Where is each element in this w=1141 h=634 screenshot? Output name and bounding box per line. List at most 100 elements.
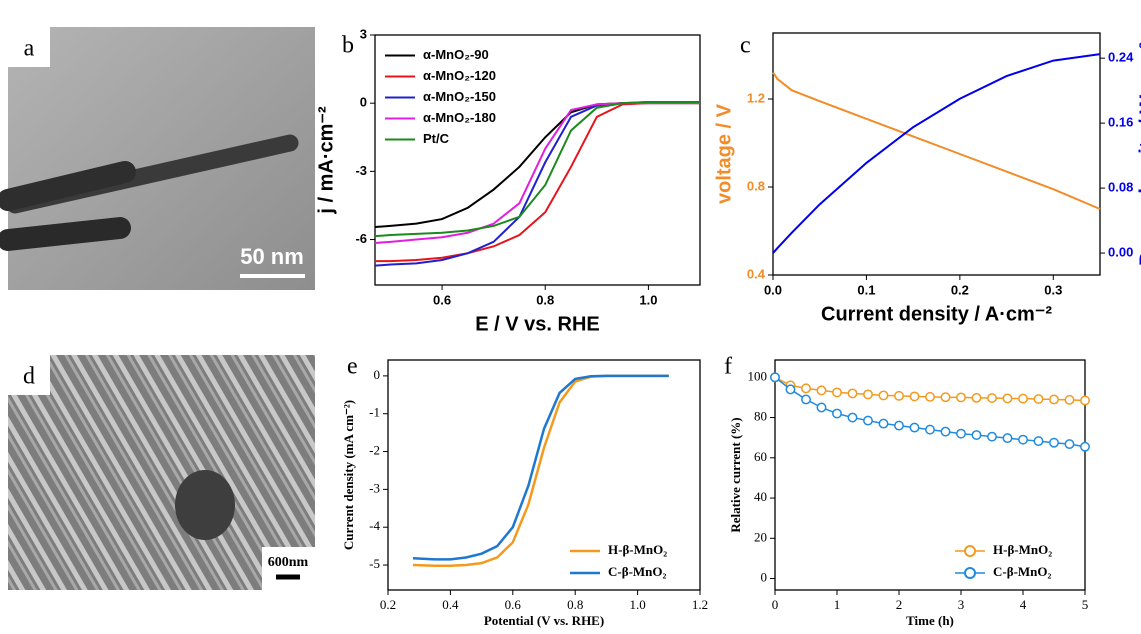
y-tick-label: 100 xyxy=(748,368,768,383)
panel-label: a xyxy=(24,36,35,62)
chart: f 0 1 2 3 4 5 0 20 40 60 80 100 Time (h) Relative curr… xyxy=(724,354,1090,628)
y-tick-label: 40 xyxy=(754,489,767,504)
legend-label: H-β-MnO₂ xyxy=(608,542,667,557)
data-point xyxy=(1049,437,1059,448)
scale-bar-label: 600nm xyxy=(268,555,309,570)
data-point xyxy=(1002,433,1013,444)
data-point xyxy=(1018,393,1028,404)
data-point xyxy=(1080,441,1090,452)
panel-label: e xyxy=(347,354,358,380)
legend-marker xyxy=(964,545,976,557)
data-point xyxy=(832,387,842,398)
x-tick-label: 0.6 xyxy=(433,292,451,307)
x-tick-label: 0.3 xyxy=(1044,282,1062,297)
series-line xyxy=(772,72,1101,210)
data-point xyxy=(1064,394,1075,405)
data-point xyxy=(816,402,827,413)
y-tick-label: -3 xyxy=(355,163,367,178)
x-tick-label: 0.2 xyxy=(380,597,396,612)
series-line xyxy=(374,101,700,267)
y2-tick-label: 0.00 xyxy=(1108,245,1133,260)
x-tick-label: 1.0 xyxy=(639,292,657,307)
y-tick-label: -1 xyxy=(369,405,380,420)
y2-tick-label: 0.08 xyxy=(1108,180,1133,195)
series-line xyxy=(412,374,669,568)
data-point xyxy=(847,388,858,399)
panel-label: f xyxy=(724,354,732,380)
legend-label: α-MnO₂-150 xyxy=(423,89,496,104)
x-tick-label: 0.6 xyxy=(505,597,522,612)
x-axis-label: Current density / A·cm⁻² xyxy=(821,303,1052,325)
x-axis-label: Time (h) xyxy=(906,613,954,628)
data-point xyxy=(940,426,951,437)
data-point xyxy=(956,392,966,403)
x-tick-label: 4 xyxy=(1020,597,1027,612)
panel-label: d xyxy=(23,364,35,390)
data-point xyxy=(987,431,997,442)
data-point xyxy=(1080,395,1090,406)
x-tick-label: 0.0 xyxy=(764,282,782,297)
legend-label: Pt/C xyxy=(423,131,450,146)
data-point xyxy=(909,422,920,433)
y-tick-label: -5 xyxy=(369,556,380,571)
data-point xyxy=(801,383,811,394)
data-point xyxy=(1002,393,1013,404)
y2-tick-label: 0.24 xyxy=(1108,50,1134,65)
panel-label: c xyxy=(740,33,751,59)
data-point xyxy=(971,430,982,441)
y-axis-label: voltage / V xyxy=(713,103,735,204)
data-point xyxy=(863,415,873,426)
data-point xyxy=(832,408,842,419)
chart: e 0.2 0.4 0.6 0.8 1.0 1.2 -5 -4 -3 -2 -1 0 Potential … xyxy=(341,354,708,628)
data-point xyxy=(987,393,997,403)
series-line xyxy=(375,102,700,263)
y-tick-label: 1.2 xyxy=(747,90,765,105)
plot-frame xyxy=(387,359,701,591)
legend-label: H-β-MnO₂ xyxy=(993,542,1052,557)
data-point xyxy=(1049,394,1059,405)
data-point xyxy=(1064,439,1075,450)
data-point xyxy=(863,389,873,400)
data-point xyxy=(801,394,811,405)
scale-bar-label: 50 nm xyxy=(240,244,304,269)
y-tick-label: 3 xyxy=(360,26,367,41)
legend-label: α-MnO₂-120 xyxy=(423,68,496,83)
plot-frame xyxy=(374,34,701,286)
series-line xyxy=(412,374,669,561)
chart: b 0.6 0.8 1.0 -6 -3 0 3 E / V vs. RHE j / mA·cm⁻²… xyxy=(315,26,701,335)
data-point xyxy=(878,418,889,429)
x-tick-label: 0.1 xyxy=(857,282,875,297)
x-axis-label: Potential (V vs. RHE) xyxy=(484,613,604,628)
data-point xyxy=(847,412,858,423)
panel-label: b xyxy=(342,33,354,59)
data-point xyxy=(956,428,966,439)
legend-marker xyxy=(964,567,976,579)
data-point xyxy=(971,392,982,403)
series-line xyxy=(374,101,700,238)
data-point xyxy=(785,384,796,395)
x-tick-label: 0.8 xyxy=(536,292,554,307)
data-point xyxy=(925,391,935,402)
sem-image: d 600nm xyxy=(8,355,315,590)
data-point xyxy=(1018,434,1028,445)
x-tick-label: 1.2 xyxy=(692,597,708,612)
y-tick-label: 60 xyxy=(754,449,767,464)
data-point xyxy=(1033,436,1044,447)
data-point xyxy=(816,385,827,396)
y-axis-label: Relative current (%) xyxy=(728,417,743,532)
plot-frame xyxy=(774,359,1086,591)
data-point xyxy=(878,390,889,401)
y-tick-label: 80 xyxy=(754,409,767,424)
y-tick-label: 0 xyxy=(374,367,381,382)
tem-image: a 50 nm xyxy=(0,27,315,290)
data-point xyxy=(770,372,780,383)
legend-label: C-β-MnO₂ xyxy=(608,564,667,579)
y-tick-label: 0 xyxy=(360,95,367,110)
y-tick-label: -3 xyxy=(369,480,380,495)
y-tick-label: 0.4 xyxy=(747,266,766,281)
y-tick-label: 0 xyxy=(761,570,768,585)
x-tick-label: 2 xyxy=(896,597,903,612)
y-tick-label: 20 xyxy=(754,529,767,544)
y-tick-label: 0.8 xyxy=(747,178,765,193)
